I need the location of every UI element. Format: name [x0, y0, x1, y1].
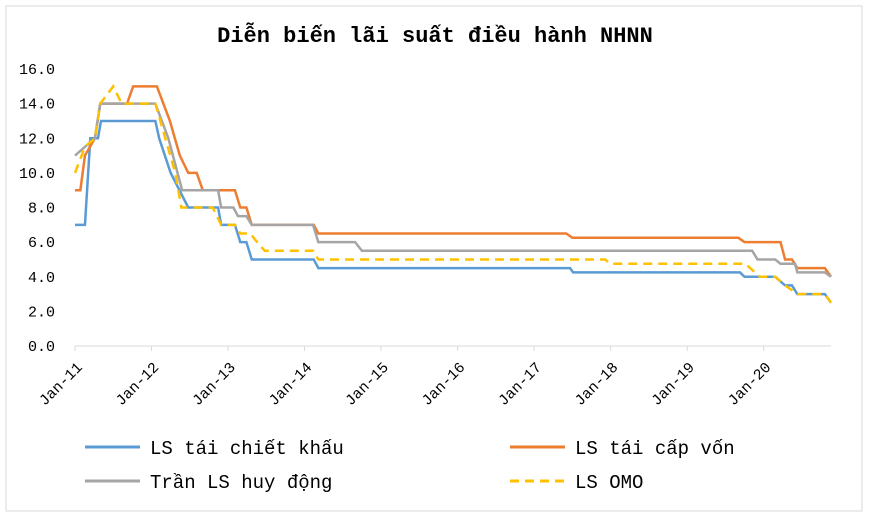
y-tick-label: 10.0 — [19, 166, 55, 183]
legend-label: LS tái cấp vốn — [575, 438, 735, 460]
y-tick-label: 0.0 — [28, 339, 55, 356]
y-tick-label: 16.0 — [19, 62, 55, 79]
line-series — [73, 83, 833, 304]
legend-label: LS tái chiết khấu — [150, 438, 344, 460]
legend-label: Trần LS huy động — [150, 472, 332, 494]
y-tick-label: 2.0 — [28, 304, 55, 321]
chart-frame — [5, 5, 863, 512]
legend-label: LS OMO — [575, 472, 643, 494]
y-tick-label: 4.0 — [28, 270, 55, 287]
line-series — [74, 102, 832, 278]
y-tick-label: 8.0 — [28, 201, 55, 218]
line-series — [75, 119, 833, 304]
y-tick-label: 12.0 — [19, 131, 55, 148]
y-tick-label: 6.0 — [28, 235, 55, 252]
y-tick-label: 14.0 — [19, 97, 55, 114]
chart-title: Diễn biến lãi suất điều hành NHNN — [217, 22, 653, 49]
